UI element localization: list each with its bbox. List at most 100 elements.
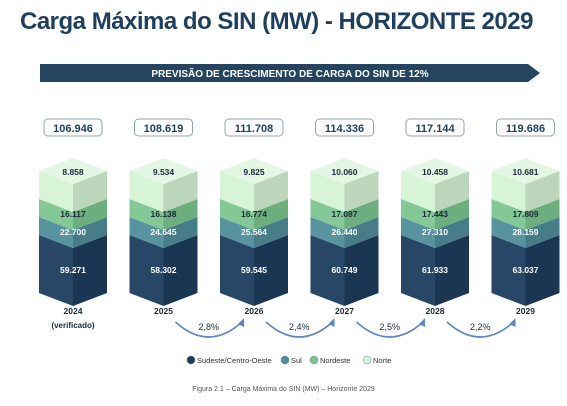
bar-value-label-2029-2: 17.809 — [513, 209, 539, 219]
legend-swatch-0 — [186, 355, 196, 365]
total-label-2027: 114.336 — [325, 123, 364, 135]
bar-top-cap-2025 — [129, 158, 198, 184]
total-label-2026: 111.708 — [235, 123, 274, 135]
bar-value-label-2024-2: 16.117 — [60, 209, 86, 219]
total-box-2027 — [315, 118, 374, 137]
bar-segment-right-2025-1 — [163, 217, 198, 248]
bar-segment-right-2024-3 — [73, 171, 107, 212]
bar-value-label-2026-2: 16.774 — [241, 209, 267, 219]
growth-label-2: 2,5% — [379, 322, 400, 332]
bar-segment-left-2024-3 — [39, 171, 73, 212]
growth-arc-3 — [446, 321, 515, 338]
bar-segment-right-2026-2 — [254, 199, 288, 230]
bar-segment-left-2026-3 — [220, 171, 254, 212]
growth-arrowhead-3 — [509, 318, 516, 327]
bar-value-label-2026-1: 25.564 — [241, 227, 267, 237]
bar-segment-left-2025-1 — [129, 217, 164, 248]
bar-segment-left-2025-3 — [129, 171, 164, 212]
growth-label-0: 2,8% — [198, 322, 219, 332]
bar-value-label-2029-1: 28.159 — [513, 227, 539, 237]
bar-top-cap-2027 — [310, 158, 379, 184]
bar-value-label-2025-0: 58.302 — [151, 265, 177, 275]
bar-value-label-2029-0: 63.037 — [513, 265, 539, 275]
bar-top-cap-2028 — [401, 158, 469, 184]
bar-segment-left-2028-1 — [401, 217, 435, 248]
chart-title: Carga Máxima do SIN (MW) - HORIZONTE 202… — [20, 8, 533, 35]
bar-segment-right-2028-3 — [435, 171, 469, 212]
bar-segment-left-2029-3 — [491, 171, 526, 212]
bar-segment-right-2024-1 — [73, 217, 107, 248]
bar-value-label-2028-1: 27.310 — [422, 227, 448, 237]
bar-value-label-2028-3: 10.458 — [422, 167, 448, 177]
bar-segment-left-2024-1 — [39, 217, 73, 248]
bar-top-cap-2029 — [491, 158, 560, 184]
total-label-2029: 119.686 — [506, 123, 545, 135]
growth-arc-1 — [265, 321, 334, 338]
growth-label-1: 2,4% — [289, 322, 310, 332]
total-label-2025: 108.619 — [144, 123, 184, 135]
bar-top-cap-2026 — [220, 158, 288, 184]
banner-text: PREVISÃO DE CRESCIMENTO DE CARGA DO SIN … — [151, 67, 428, 80]
bar-segment-right-2025-0 — [163, 235, 198, 306]
bar-value-label-2026-3: 9.825 — [243, 167, 265, 177]
bar-segment-left-2028-2 — [401, 199, 435, 230]
bar-segment-right-2029-2 — [525, 199, 560, 230]
bar-value-label-2028-2: 17.443 — [422, 209, 448, 219]
bar-segment-right-2029-0 — [525, 235, 560, 306]
category-label-2029: 2029 — [516, 306, 535, 316]
bar-segment-right-2026-1 — [254, 217, 288, 248]
bar-segment-right-2028-2 — [435, 199, 469, 230]
legend-label-2: Nordeste — [320, 356, 350, 365]
bar-value-label-2029-3: 10.681 — [513, 167, 539, 177]
growth-arc-0 — [174, 321, 243, 338]
stacked-bar-2027 — [310, 158, 379, 306]
legend-swatch-3 — [362, 355, 372, 365]
category-label-2027: 2027 — [335, 306, 354, 316]
bar-segment-right-2025-3 — [163, 171, 198, 212]
bar-segment-left-2025-0 — [129, 235, 164, 306]
growth-arrowhead-0 — [238, 318, 244, 327]
bar-segment-left-2024-2 — [39, 199, 73, 230]
total-box-2025 — [134, 118, 193, 137]
category-label-2025: 2025 — [154, 306, 173, 316]
bar-value-label-2025-2: 16.138 — [151, 209, 177, 219]
stacked-bar-2029 — [491, 158, 560, 306]
bar-segment-right-2027-1 — [344, 217, 379, 248]
legend-swatch-1 — [280, 355, 290, 365]
bar-segment-left-2026-1 — [220, 217, 254, 248]
category-label-2026: 2026 — [245, 306, 264, 316]
bar-segment-right-2027-3 — [344, 171, 379, 212]
growth-arc-2 — [355, 321, 424, 338]
stacked-bar-2028 — [401, 158, 469, 306]
growth-label-3: 2,2% — [470, 322, 491, 332]
bar-segment-left-2029-2 — [491, 199, 526, 230]
stacked-bar-2025 — [129, 158, 198, 306]
legend-label-0: Sudeste/Centro-Oeste — [197, 356, 272, 365]
legend-label-3: Norte — [373, 356, 391, 365]
total-box-2026 — [224, 118, 284, 137]
bar-value-label-2024-0: 59.271 — [60, 265, 86, 275]
bar-segment-left-2026-0 — [220, 235, 254, 306]
total-label-2028: 117.144 — [415, 123, 455, 135]
bar-segment-right-2029-3 — [525, 171, 560, 212]
bar-value-label-2028-0: 61.933 — [422, 265, 448, 275]
bar-segment-right-2028-1 — [435, 217, 469, 248]
growth-arrowhead-1 — [328, 318, 335, 327]
bar-segment-left-2029-1 — [491, 217, 526, 248]
bar-value-label-2027-3: 10.060 — [332, 167, 358, 177]
bar-value-label-2024-1: 22.700 — [60, 227, 86, 237]
bar-segment-left-2027-0 — [310, 235, 345, 306]
bar-segment-left-2026-2 — [220, 199, 254, 230]
category-sublabel-2024: (verificado) — [51, 321, 94, 330]
bar-segment-right-2027-0 — [344, 235, 379, 306]
bar-segment-left-2027-2 — [310, 199, 345, 230]
bar-segment-left-2029-0 — [491, 235, 526, 306]
legend-swatch-2 — [309, 355, 319, 365]
bar-segment-right-2029-1 — [525, 217, 560, 248]
bar-segment-right-2026-0 — [254, 235, 288, 306]
total-label-2024: 106.946 — [53, 123, 93, 135]
bar-segment-right-2025-2 — [163, 199, 198, 230]
bar-value-label-2024-3: 8.858 — [62, 167, 84, 177]
category-label-2024: 2024 — [64, 306, 83, 316]
